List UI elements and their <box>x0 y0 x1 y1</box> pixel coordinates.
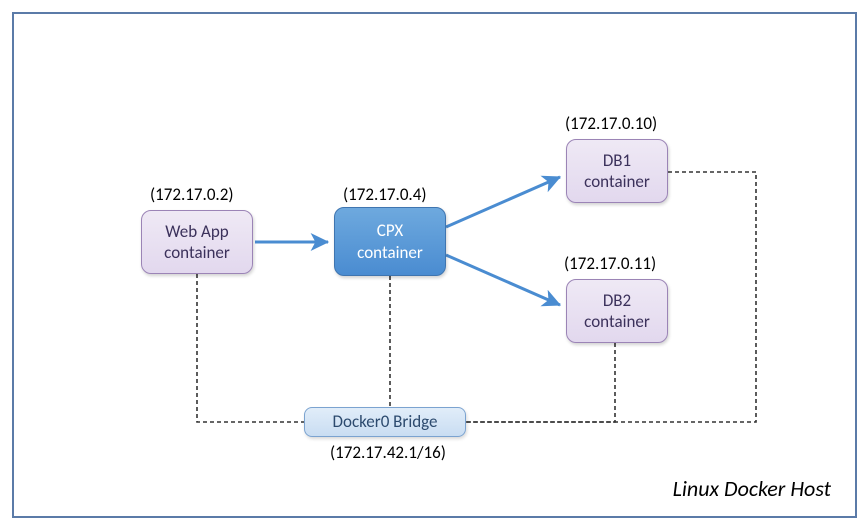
host-container: (172.17.0.2) Web App container (172.17.0… <box>12 12 857 518</box>
db2-node: DB2 container <box>566 279 668 343</box>
webapp-label2: container <box>164 242 230 263</box>
webapp-label1: Web App <box>165 221 228 242</box>
host-label: Linux Docker Host <box>673 475 831 502</box>
bridge-node: Docker0 Bridge <box>304 407 466 437</box>
db2-label2: container <box>584 311 650 332</box>
webapp-ip-label: (172.17.0.2) <box>150 184 234 205</box>
cpx-ip-label: (172.17.0.4) <box>343 184 427 205</box>
webapp-node: Web App container <box>141 210 253 274</box>
db1-label1: DB1 <box>603 150 631 171</box>
cpx-label1: CPX <box>377 220 403 241</box>
db2-label1: DB2 <box>603 290 631 311</box>
db2-ip-label: (172.17.0.11) <box>564 253 656 274</box>
bridge-label: Docker0 Bridge <box>333 411 438 432</box>
db1-ip-label: (172.17.0.10) <box>565 113 657 134</box>
cpx-node: CPX container <box>334 207 446 276</box>
db1-node: DB1 container <box>566 139 668 203</box>
bridge-ip-label: (172.17.42.1/16) <box>330 442 446 463</box>
cpx-label2: container <box>357 242 423 263</box>
db1-label2: container <box>584 171 650 192</box>
